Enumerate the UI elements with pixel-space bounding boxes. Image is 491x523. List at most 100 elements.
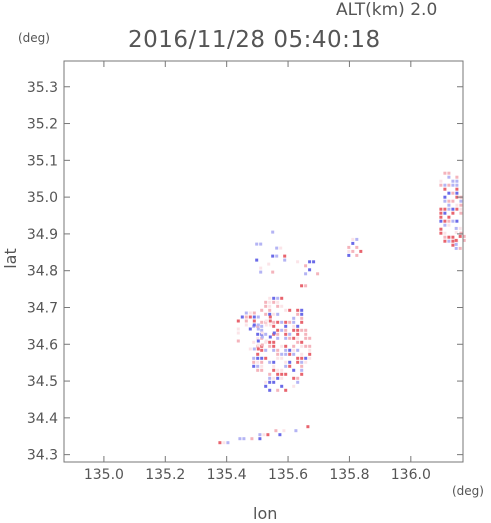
radar-cell [294,429,298,433]
radar-cell [259,270,263,274]
radar-cell [260,348,264,352]
radar-cell [252,311,256,315]
radar-cell [259,266,263,270]
radar-cell [304,360,308,364]
radar-cell [288,360,292,364]
radar-cell [280,376,284,380]
radar-cell [274,429,278,433]
radar-cell [447,171,451,175]
radar-cell [284,328,288,332]
radar-cell [268,315,272,319]
radar-cell [462,234,466,238]
radar-cell [316,272,320,276]
radar-cell [271,270,275,274]
radar-cell [455,203,459,207]
x-tick-label: 135.6 [268,467,308,483]
radar-cell [288,332,292,336]
radar-cell [355,253,359,257]
radar-cell [439,179,443,183]
radar-cell [447,191,451,195]
radar-cell [288,364,292,368]
radar-cell [264,348,268,352]
radar-cell [454,226,458,230]
radar-cell [272,348,276,352]
radar-cell [455,187,459,191]
radar-cell [447,239,451,243]
radar-cell [296,332,300,336]
radar-cell [268,380,272,384]
radar-cell [252,315,256,319]
radar-cell [304,344,308,348]
radar-cell [288,348,292,352]
radar-cell [248,347,252,351]
radar-cell [236,319,240,323]
radar-cell [218,441,222,445]
radar-cell [292,368,296,372]
radar-cell [451,191,455,195]
radar-cell [447,203,451,207]
radar-cell [256,352,260,356]
radar-cell [300,340,304,344]
radar-cell [300,284,304,288]
radar-cell [256,327,260,331]
y-unit-label: (deg) [18,31,50,45]
radar-cell [443,239,447,243]
radar-cell [451,183,455,187]
radar-cell [260,324,264,328]
radar-cell [443,231,447,235]
radar-cell [264,380,268,384]
radar-cell [272,368,276,372]
radar-cell [264,384,268,388]
x-tick-label: 135.2 [145,467,185,483]
radar-cell [443,183,447,187]
radar-cell [455,179,459,183]
radar-cell [240,315,244,319]
radar-cell [271,254,275,258]
radar-cell [275,254,279,258]
radar-cell [459,231,463,235]
radar-cell [454,246,458,250]
radar-cell [300,312,304,316]
radar-cell [268,323,272,327]
radar-cell [300,344,304,348]
y-tick-label: 35.0 [27,190,58,206]
radar-cell [256,343,260,347]
radar-cell [439,227,443,231]
radar-cell [296,360,300,364]
radar-cell [276,300,280,304]
radar-cell [276,376,280,380]
radar-cell [443,211,447,215]
radar-cell [268,376,272,380]
radar-cell [275,246,279,250]
radar-cell [284,388,288,392]
radar-cell [283,254,287,258]
radar-cell [272,324,276,328]
radar-cell [271,230,275,234]
radar-cell [458,226,462,230]
y-tick-label: 34.7 [27,300,58,316]
radar-cell [300,364,304,368]
radar-cell [288,336,292,340]
y-tick-label: 34.6 [27,337,58,353]
radar-cell [248,327,252,331]
radar-cell [264,300,268,304]
radar-cell [272,360,276,364]
radar-cell [292,352,296,356]
radar-cell [451,235,455,239]
radar-cell [276,312,280,316]
radar-cell [284,352,288,356]
radar-cell [304,284,308,288]
radar-cell [264,323,268,327]
plot-frame [63,60,464,463]
y-tick-label: 34.8 [27,264,58,280]
radar-cell [312,260,316,264]
radar-cell [255,258,259,262]
radar-cell [268,340,272,344]
radar-cell [244,323,248,327]
radar-cell [454,238,458,242]
radar-cell [264,304,268,308]
radar-cell [260,328,264,332]
radar-cell [304,332,308,336]
radar-cell [459,207,463,211]
y-tick-label: 35.2 [27,117,58,133]
